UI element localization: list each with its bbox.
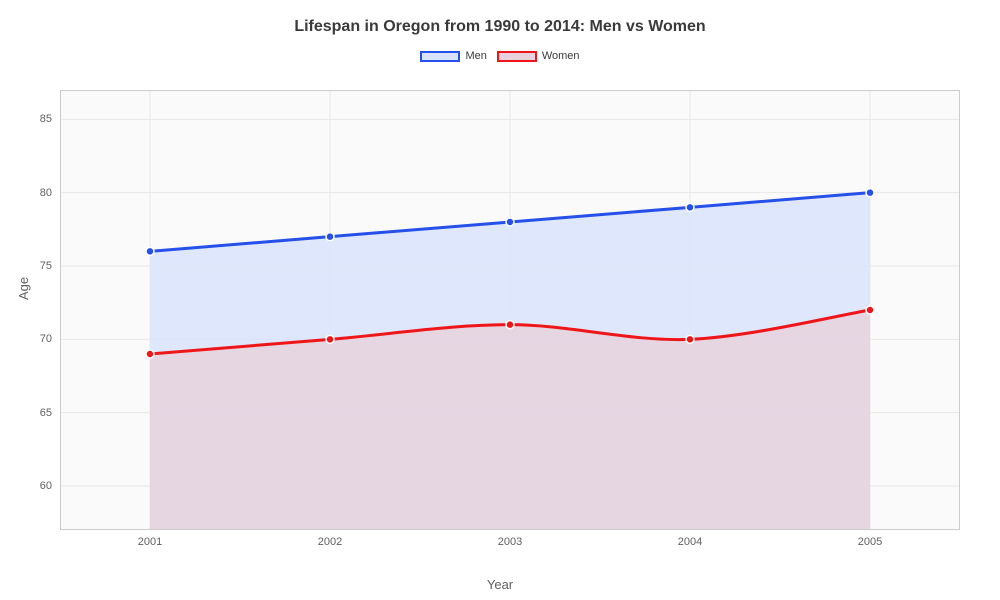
x-tick: 2005 (858, 536, 882, 548)
y-axis-label: Age (16, 277, 31, 300)
marker-women[interactable] (146, 350, 154, 358)
plot-area: 606570758085 20012002200320042005 (60, 90, 960, 530)
marker-men[interactable] (146, 247, 154, 255)
legend-swatch-women (497, 51, 537, 62)
marker-men[interactable] (326, 233, 334, 241)
marker-men[interactable] (866, 189, 874, 197)
x-tick: 2003 (498, 536, 522, 548)
x-axis-label: Year (0, 577, 1000, 592)
y-tick: 85 (40, 113, 52, 125)
y-tick: 75 (40, 260, 52, 272)
x-tick: 2001 (138, 536, 162, 548)
y-tick: 65 (40, 407, 52, 419)
chart-title: Lifespan in Oregon from 1990 to 2014: Me… (0, 0, 1000, 36)
legend-item-women[interactable]: Women (497, 50, 580, 62)
chart-svg (60, 90, 960, 530)
marker-women[interactable] (326, 335, 334, 343)
marker-women[interactable] (866, 306, 874, 314)
x-tick: 2002 (318, 536, 342, 548)
marker-women[interactable] (506, 321, 514, 329)
y-tick: 80 (40, 187, 52, 199)
y-tick: 60 (40, 480, 52, 492)
marker-women[interactable] (686, 335, 694, 343)
legend-item-men[interactable]: Men (420, 50, 486, 62)
marker-men[interactable] (506, 218, 514, 226)
x-tick: 2004 (678, 536, 702, 548)
y-tick: 70 (40, 333, 52, 345)
legend-label-women: Women (542, 50, 580, 62)
legend-swatch-men (420, 51, 460, 62)
legend-label-men: Men (465, 50, 486, 62)
legend: Men Women (0, 50, 1000, 62)
marker-men[interactable] (686, 203, 694, 211)
